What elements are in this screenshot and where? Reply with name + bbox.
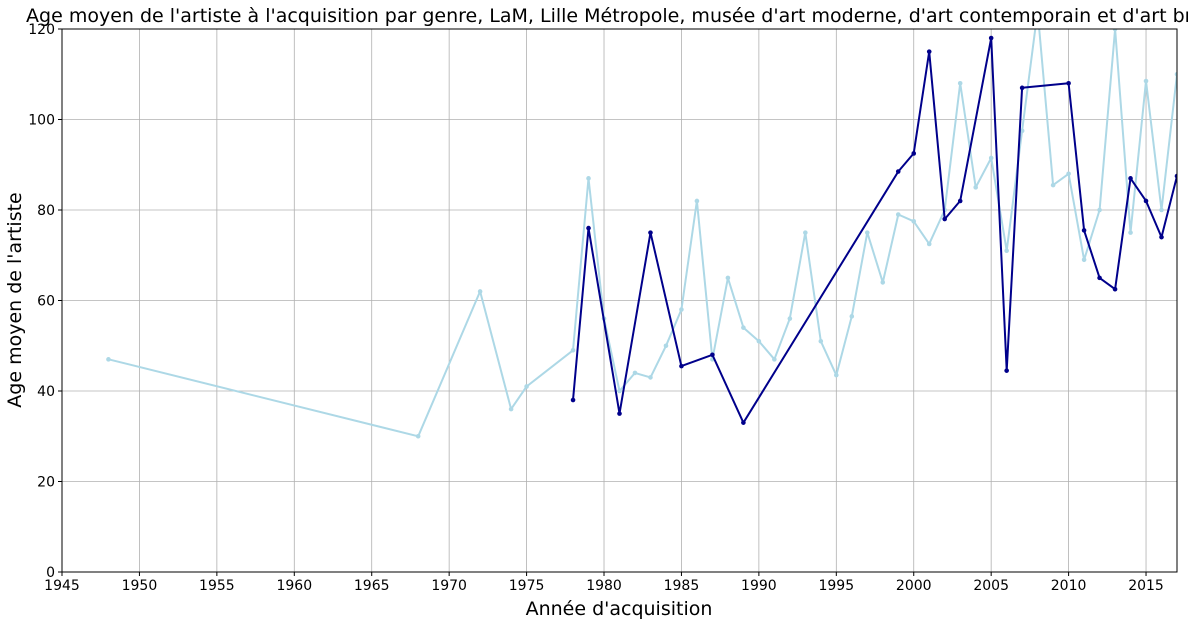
series-layer	[106, 29, 1177, 439]
series-1-point	[415, 433, 421, 439]
x-tick-label: 1955	[199, 578, 235, 594]
series-1-point	[1174, 71, 1177, 77]
series-1-line	[108, 29, 1177, 438]
series-2-point	[1174, 173, 1177, 179]
series-1-point	[895, 212, 901, 217]
series-2-point	[1143, 198, 1149, 204]
series-1-point	[1066, 171, 1071, 177]
y-axis-ticks: 0 20 40 60 80 100 120	[28, 22, 62, 581]
y-tick-label: 20	[37, 475, 55, 491]
series-1-point	[756, 338, 762, 344]
x-tick-label: 1960	[276, 578, 312, 594]
series-2-point	[648, 230, 653, 235]
x-axis-label: Année d'acquisition	[526, 598, 713, 620]
series-1-point	[772, 357, 777, 362]
series-1-point	[787, 316, 793, 321]
series-1-point	[725, 275, 731, 281]
series-2-point	[1112, 286, 1118, 292]
series-1-point	[818, 338, 824, 344]
series-1-point	[864, 230, 870, 235]
series-1-point	[1050, 182, 1056, 188]
series-1-point	[524, 384, 529, 389]
x-axis-ticks: 1945 1950 1955 1960 1965 1970 1975 1980 1985 1990…	[44, 572, 1164, 594]
series-1-point	[586, 176, 591, 181]
x-tick-label: 1950	[122, 578, 158, 594]
series-1-point	[617, 388, 622, 394]
series-2-point	[586, 225, 591, 231]
series-1-point	[957, 81, 963, 86]
series-2-point	[1081, 228, 1087, 233]
x-tick-label: 2015	[1128, 578, 1164, 594]
series-1-point	[911, 219, 917, 224]
y-axis-label: Age moyen de l'artiste	[4, 192, 26, 407]
y-tick-label: 0	[46, 565, 55, 581]
series-1-point	[741, 325, 746, 330]
x-tick-label: 1985	[664, 578, 700, 594]
x-tick-label: 1965	[354, 578, 390, 594]
series-1-point	[508, 406, 514, 412]
series-2-point	[1097, 275, 1102, 281]
x-tick-label: 1975	[509, 578, 545, 594]
x-tick-label: 1945	[44, 578, 80, 594]
series-2-point	[926, 49, 932, 54]
series-2-point	[617, 411, 622, 416]
series-1-point	[1143, 78, 1149, 84]
series-1-point	[1128, 230, 1133, 235]
y-tick-label: 80	[37, 203, 55, 219]
series-2-point	[679, 363, 684, 369]
series-1-point	[106, 357, 111, 362]
series-2-point	[570, 397, 576, 403]
series-1-point	[570, 347, 576, 353]
y-tick-label: 40	[37, 384, 55, 400]
series-1-point	[1112, 29, 1118, 32]
series-1-point	[1004, 248, 1009, 254]
chart-title: Age moyen de l'artiste à l'acquisition p…	[26, 5, 1188, 27]
series-2-point	[957, 198, 963, 204]
series-2	[570, 35, 1177, 425]
series-1-point	[648, 375, 653, 380]
series-1-point	[1019, 128, 1025, 134]
x-tick-label: 1995	[818, 578, 854, 594]
series-1-point	[477, 289, 483, 294]
series-2-point	[1159, 234, 1164, 240]
series-2-point	[988, 35, 994, 41]
x-tick-label: 2000	[896, 578, 932, 594]
y-tick-label: 60	[37, 294, 55, 310]
series-1-point	[834, 372, 839, 378]
series-2-point	[710, 352, 715, 358]
series-1-point	[694, 198, 700, 204]
series-1-point	[679, 307, 684, 312]
series-2-point	[1019, 85, 1025, 91]
series-2-point	[911, 151, 917, 156]
x-tick-label: 1980	[586, 578, 622, 594]
series-2-point	[942, 216, 948, 222]
series-1-point	[988, 155, 994, 161]
series-1-point	[663, 343, 669, 349]
series-2-point	[741, 420, 746, 425]
y-tick-label: 120	[28, 22, 55, 38]
series-1-point	[849, 314, 855, 319]
series-1-point	[632, 370, 638, 376]
series-2-line	[572, 37, 1177, 424]
series-1-point	[1097, 207, 1102, 213]
series-1-point	[926, 241, 932, 247]
series-2-point	[1004, 368, 1009, 373]
x-tick-label: 2010	[1051, 578, 1087, 594]
series-2-point	[895, 169, 901, 174]
series-1-point	[1081, 257, 1087, 263]
series-1-point	[973, 185, 978, 190]
series-2-point	[1128, 176, 1133, 181]
series-1-point	[803, 230, 808, 235]
y-tick-label: 100	[28, 113, 55, 129]
series-1	[106, 29, 1177, 439]
series-1-point	[1159, 207, 1164, 213]
series-2-point	[1066, 81, 1071, 86]
x-tick-label: 1990	[741, 578, 777, 594]
x-tick-label: 2005	[973, 578, 1009, 594]
x-tick-label: 1970	[431, 578, 467, 594]
series-1-point	[880, 280, 886, 285]
